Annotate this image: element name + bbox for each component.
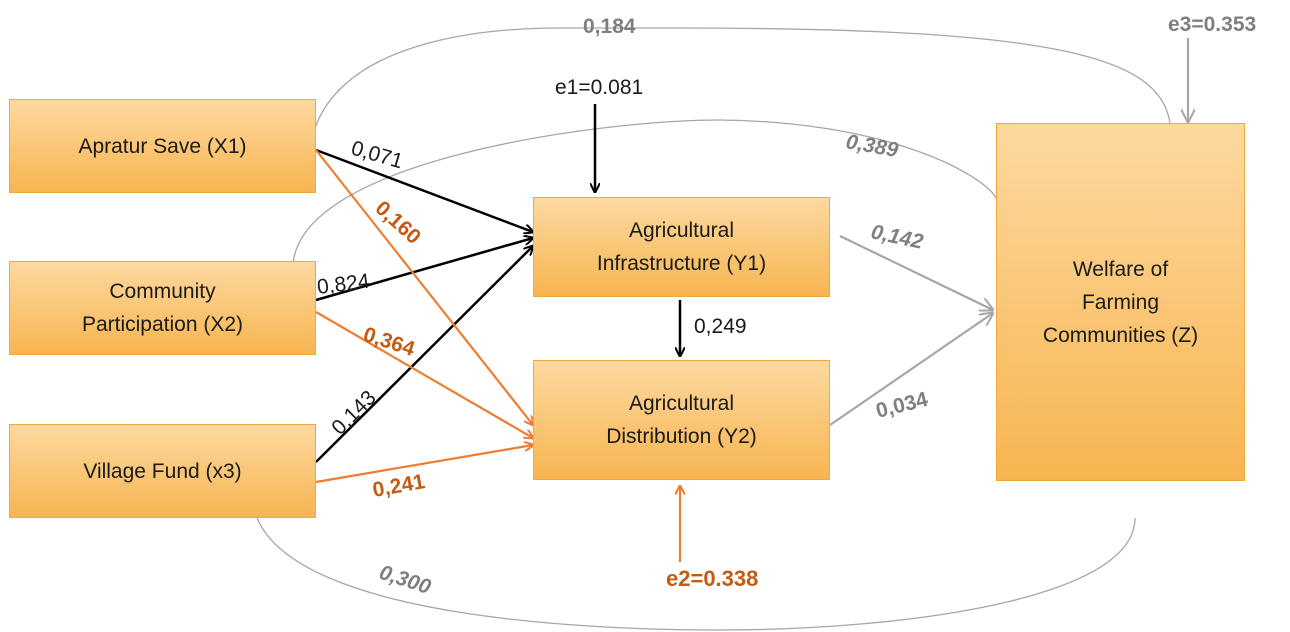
label-x2-y1: 0,824 [316,270,371,299]
path-x3-y2 [315,445,533,484]
node-z-welfare-farming-communities: Welfare of Farming Communities (Z) [996,123,1245,481]
path-x2-y2 [315,311,533,438]
node-y1-line-1: Agricultural [628,219,735,242]
node-z-line-3: Communities (Z) [1042,323,1199,347]
label-y1-z: 0,142 [869,220,925,253]
path-x2-y1 [315,238,533,302]
node-y1-line-2: Infrastructure (Y1) [596,252,767,275]
path-x3-y1 [315,246,533,463]
label-y1-y2: 0,249 [694,315,747,338]
node-x1-line-1: Apratur Save (X1) [78,134,247,158]
node-y1-agricultural-infrastructure: Agricultural Infrastructure (Y1) [533,197,830,297]
curve-x1-z [314,27,1171,129]
node-y2-agricultural-distribution: Agricultural Distribution (Y2) [533,360,830,480]
label-e2: e2=0.338 [666,566,758,591]
label-x1-z: 0,184 [583,15,636,38]
path-x1-y1 [315,148,533,232]
label-x3-y1: 0,143 [327,386,380,439]
node-x2-community-participation: Community Participation (X2) [9,261,316,355]
node-x3-line-1: Village Fund (x3) [83,459,242,483]
path-y1-z [839,235,993,310]
label-x1-y2: 0,160 [371,197,425,249]
node-z-line-1: Welfare of [1072,257,1169,281]
node-y2-line-2: Distribution (Y2) [606,425,757,448]
node-x2-line-2: Participation (X2) [81,313,244,336]
label-x3-y2: 0,241 [371,470,427,502]
curve-x2-z [292,119,998,266]
node-x3-village-fund: Village Fund (x3) [9,424,316,518]
curve-x3-z [256,517,1136,631]
label-x3-z: 0,300 [376,561,433,599]
node-x2-line-1: Community [109,280,216,303]
node-x1-apratur-save: Apratur Save (X1) [9,99,316,193]
label-x2-z: 0,389 [844,130,900,162]
node-y2-line-1: Agricultural [628,392,735,415]
path-x1-y2 [315,149,533,425]
label-y2-z: 0,034 [874,388,931,423]
label-e3: e3=0.353 [1168,13,1256,36]
node-z-line-2: Farming [1081,290,1160,314]
label-e1: e1=0.081 [555,76,643,99]
label-x1-y1: 0,071 [349,137,406,174]
path-y2-z [829,313,993,426]
